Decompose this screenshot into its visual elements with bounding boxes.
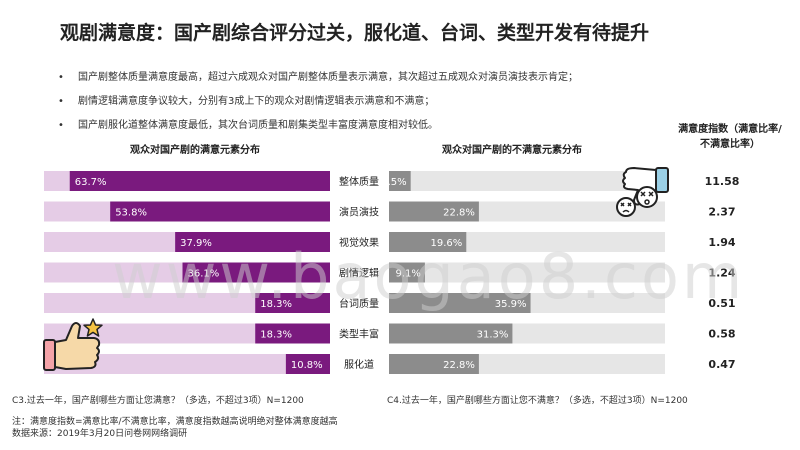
satisfied-bar-label: 53.8% [115, 208, 147, 219]
right-footnote: C4.过去一年，国产剧哪些方面让您不满意？（多选，不超过3项）N=1200 [387, 396, 688, 406]
satisfied-bar [255, 293, 330, 313]
thumbs-down-icon [622, 167, 669, 206]
watermark: www.baogao8.com [112, 240, 746, 313]
dissatisfied-bar-label: 9.1% [395, 269, 420, 280]
dissatisfied-bar [389, 262, 425, 283]
satisfied-bar [110, 201, 330, 222]
category-label: 视觉效果 [339, 236, 379, 249]
dissatisfied-bar [389, 201, 479, 222]
dissatisfied-bar-label: 35.9% [495, 299, 527, 310]
bullet-text: 国产剧服化道整体满意度最低，其次台词质量和剧集类型丰富度满意度相对较低。 [78, 120, 438, 131]
dissatisfied-bar-label: 31.3% [477, 330, 509, 341]
star-icon [83, 318, 103, 337]
note-block: 注：满意度指数=满意比率/不满意比率，满意度指数越高说明绝对整体满意度越高 数据… [12, 416, 338, 440]
dissatisfied-bar [389, 293, 531, 313]
source-text: 数据来源：2019年3月20日问卷网网络调研 [12, 429, 188, 439]
bullet-item: • 剧情逻辑满意度争议较大，分别有3成上下的观众对剧情逻辑表示满意和不满意； [58, 96, 758, 108]
dissatisfied-bar-label: 22.8% [443, 360, 475, 371]
dizzy-face-icon [636, 186, 658, 208]
category-label: 剧情逻辑 [339, 267, 379, 280]
satisfaction-index-value: 0.58 [708, 328, 735, 341]
bullet-list: • 国产剧整体质量满意度最高，超过六成观众对国产剧整体质量表示满意，其次超过五成… [58, 72, 758, 144]
category-label: 台词质量 [339, 297, 379, 310]
satisfied-bar-chart: 63.7% 53.8% 37.9% 36.1% 18.3% 18.3% 10.8% [44, 171, 331, 374]
satisfied-bar-label: 36.1% [188, 269, 220, 280]
index-values: 11.58 2.37 1.94 1.24 0.51 0.58 0.47 [705, 175, 740, 371]
category-label: 服化道 [344, 358, 374, 371]
satisfaction-index-value: 1.94 [708, 236, 735, 249]
satisfaction-index-value: 11.58 [705, 175, 740, 188]
satisfied-bar [182, 262, 330, 283]
satisfied-bar-label: 63.7% [75, 177, 107, 188]
satisfied-chart-title: 观众对国产剧的满意元素分布 [130, 145, 260, 156]
satisfaction-index-value: 0.51 [708, 297, 735, 310]
category-label: 演员演技 [339, 206, 379, 219]
satisfied-bar-label: 37.9% [180, 238, 212, 249]
index-column-title: 满意度指数（满意比率/不满意比率） [678, 124, 782, 150]
satisfaction-index-value: 2.37 [708, 206, 735, 219]
dissatisfied-bar [389, 232, 467, 252]
bullet-marker: • [58, 120, 64, 131]
dissatisfied-bar [389, 171, 411, 191]
category-label: 类型丰富 [339, 328, 379, 341]
bullet-item: • 国产剧整体质量满意度最高，超过六成观众对国产剧整体质量表示满意，其次超过五成… [58, 72, 758, 84]
satisfied-bar [69, 171, 331, 191]
dissatisfied-bar-chart: 5.5% 22.8% 19.6% 9.1% 35.9% 31.3% 22.8% [381, 171, 665, 374]
page-title: 观剧满意度：国产剧综合评分过关，服化道、台词、类型开发有待提升 [60, 22, 650, 44]
dissatisfied-bar-label: 5.5% [381, 177, 406, 188]
bullet-text: 国产剧整体质量满意度最高，超过六成观众对国产剧整体质量表示满意，其次超过五成观众… [78, 72, 578, 83]
left-footnote: C3.过去一年，国产剧哪些方面让您满意？（多选，不超过3项）N=1200 [12, 396, 304, 406]
satisfaction-index-value: 0.47 [708, 358, 735, 371]
satisfaction-index-value: 1.24 [708, 267, 735, 280]
note-text: 注：满意度指数=满意比率/不满意比率，满意度指数越高说明绝对整体满意度越高 [12, 417, 338, 427]
bullet-marker: • [58, 72, 64, 83]
dissatisfied-bar [389, 323, 513, 344]
bullet-marker: • [58, 96, 64, 107]
satisfied-bar-track [44, 354, 330, 374]
category-label: 整体质量 [339, 175, 379, 188]
satisfied-bar-label: 10.8% [291, 360, 323, 371]
satisfied-bar-label: 18.3% [260, 330, 292, 341]
bullet-text: 剧情逻辑满意度争议较大，分别有3成上下的观众对剧情逻辑表示满意和不满意； [78, 96, 435, 107]
dissatisfied-bar-track [389, 171, 665, 191]
dissatisfied-bar-label: 19.6% [430, 238, 462, 249]
thumbs-up-icon [43, 322, 101, 371]
dissatisfied-bar-track [389, 262, 665, 283]
dizzy-face-icon [616, 197, 636, 217]
dissatisfied-chart-title: 观众对国产剧的不满意元素分布 [442, 145, 582, 156]
dissatisfied-bar-label: 22.8% [443, 208, 475, 219]
bullet-item: • 国产剧服化道整体满意度最低，其次台词质量和剧集类型丰富度满意度相对较低。 [58, 120, 758, 132]
satisfied-bar [255, 323, 330, 344]
satisfied-bar-label: 18.3% [260, 299, 292, 310]
satisfied-bar [285, 354, 330, 374]
dissatisfied-bar [389, 354, 479, 374]
satisfied-bar [175, 232, 330, 252]
